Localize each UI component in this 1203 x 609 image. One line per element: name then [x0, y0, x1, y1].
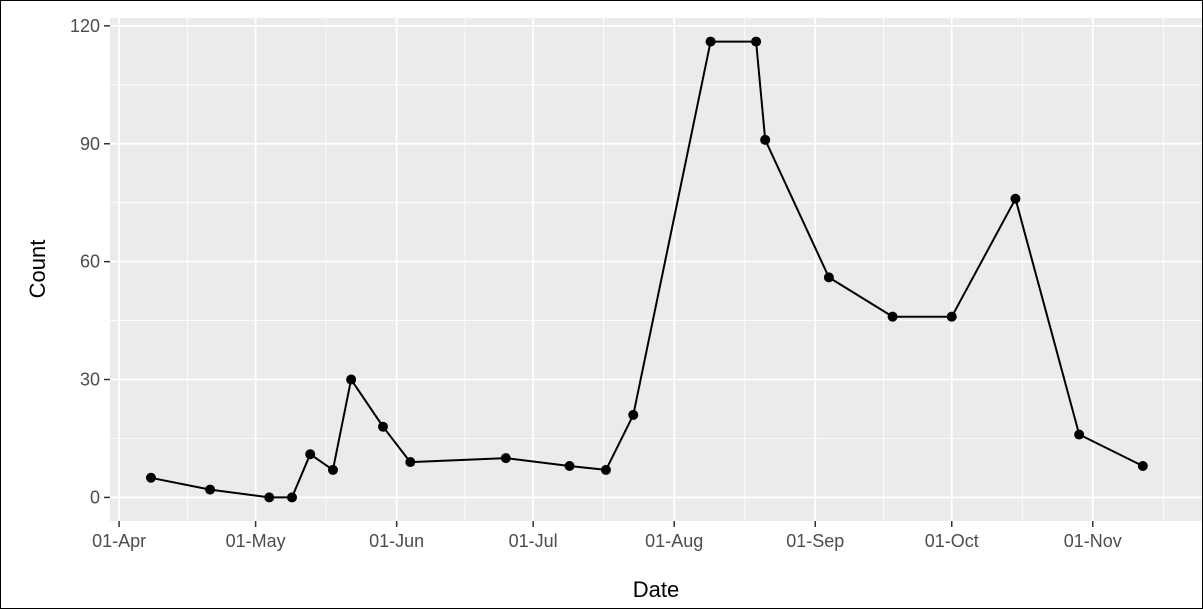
x-tick-label: 01-Oct	[925, 531, 979, 551]
data-point	[205, 484, 216, 495]
data-point	[327, 464, 338, 475]
data-point	[946, 311, 957, 322]
y-tick-label: 30	[80, 370, 100, 390]
x-tick-label: 01-Aug	[645, 531, 703, 551]
data-point	[346, 374, 357, 385]
series-line	[150, 40, 1144, 499]
x-tick-label: 01-Jun	[369, 531, 424, 551]
y-tick-label: 90	[80, 134, 100, 154]
data-point	[145, 472, 156, 483]
data-point	[760, 134, 771, 145]
data-point	[264, 492, 275, 503]
data-point	[500, 453, 511, 464]
y-axis-title: Count	[25, 240, 50, 299]
data-point	[287, 492, 297, 503]
y-tick-label: 0	[90, 487, 100, 507]
x-tick-label: 01-Nov	[1064, 531, 1122, 551]
data-point	[305, 449, 316, 460]
plot-panel	[110, 18, 1202, 521]
y-tick-label: 120	[70, 16, 100, 36]
x-axis-title: Date	[633, 577, 679, 602]
data-point	[600, 464, 611, 475]
data-point	[751, 36, 762, 47]
data-point	[1010, 193, 1021, 204]
data-point	[1074, 429, 1085, 440]
x-tick-label: 01-Sep	[786, 531, 844, 551]
data-point	[705, 36, 716, 47]
grid-minor	[110, 18, 1202, 521]
data-point	[378, 421, 388, 432]
x-axis: 01-Apr 01-May 01-Jun 01-Jul 01-Aug 01-Sep 01-O…	[92, 521, 1122, 551]
data-point	[628, 409, 639, 420]
x-tick-label: 01-Apr	[92, 531, 146, 551]
data-point	[405, 457, 416, 468]
y-axis: 0 30 60 90 120	[70, 16, 110, 507]
series-layer	[145, 36, 1148, 503]
x-tick-label: 01-May	[226, 531, 286, 551]
data-point	[887, 311, 898, 322]
data-point	[564, 460, 575, 471]
x-tick-label: 01-Jul	[509, 531, 558, 551]
data-point	[823, 272, 834, 283]
data-point	[1137, 460, 1148, 471]
y-tick-label: 60	[80, 252, 100, 272]
